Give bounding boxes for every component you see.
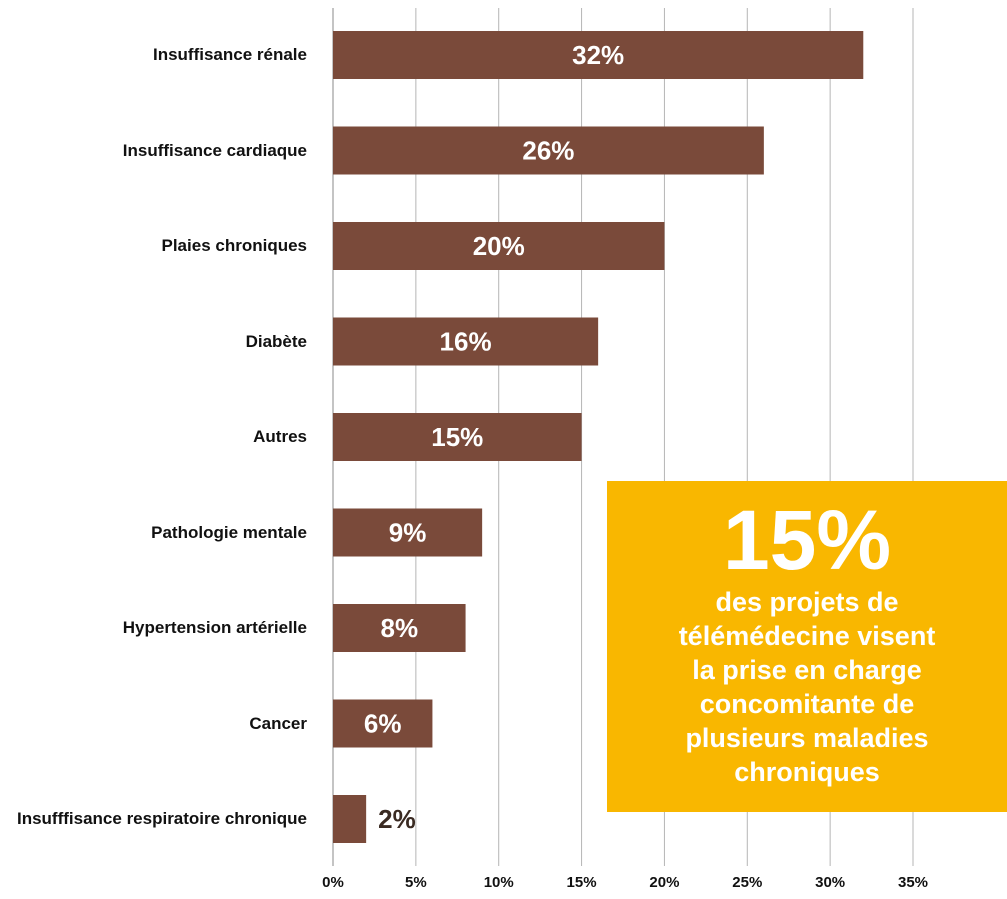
callout-line: plusieurs maladies	[685, 723, 929, 753]
x-tick-label: 5%	[405, 874, 427, 891]
bar	[333, 795, 367, 843]
value-label: 32%	[572, 40, 624, 70]
x-tick-label: 10%	[484, 874, 514, 891]
y-tick-label: Cancer	[0, 710, 307, 738]
y-tick-label: Insufffisance respiratoire chronique	[0, 805, 307, 833]
bar	[333, 604, 466, 652]
x-tick-label: 35%	[898, 874, 928, 891]
bar	[333, 126, 764, 175]
callout-text: des projets de télémédecine visent la pris…	[607, 585, 1007, 789]
y-tick-text: Plaies chroniques	[161, 236, 308, 255]
y-tick-label: Hypertension artérielle	[0, 614, 307, 642]
x-tick-label: 15%	[567, 874, 597, 891]
value-label: 6%	[364, 709, 402, 739]
y-tick-label: Diabète	[0, 328, 307, 356]
callout-headline: 15%	[722, 493, 892, 587]
value-label: 16%	[440, 327, 492, 357]
x-tick-label: 25%	[732, 874, 762, 891]
callout-line: la prise en charge	[692, 655, 922, 685]
value-label: 26%	[522, 136, 574, 166]
x-tick-label: 0%	[322, 874, 344, 891]
value-label: 15%	[431, 422, 483, 452]
value-label: 20%	[473, 231, 525, 261]
callout-box: 15% des projets de télémédecine visent la …	[607, 481, 1007, 812]
bar	[333, 222, 665, 270]
bar	[333, 317, 599, 366]
callout-line: télémédecine visent	[678, 621, 936, 651]
y-tick-text: Insuffisance rénale	[152, 45, 307, 64]
y-tick-text: Insufffisance respiratoire chronique	[16, 809, 307, 828]
x-tick-label: 30%	[815, 874, 845, 891]
bar	[333, 508, 483, 557]
y-tick-label: Plaies chroniques	[0, 232, 308, 260]
bar	[333, 31, 864, 79]
y-tick-text: Autres	[253, 427, 307, 446]
bar	[333, 413, 582, 461]
bar	[333, 699, 433, 748]
value-label: 2%	[378, 804, 416, 834]
value-label: 8%	[380, 613, 418, 643]
callout-line: chroniques	[734, 757, 880, 787]
y-tick-text: Pathologie mentale	[151, 522, 307, 542]
y-tick-label: Insuffisance rénale	[0, 41, 307, 69]
y-tick-text: Diabète	[245, 331, 307, 351]
y-tick-label: Pathologie mentale	[0, 519, 307, 547]
value-label: 9%	[389, 518, 427, 548]
callout-line: concomitante de	[699, 689, 915, 719]
y-tick-text: Hypertension artérielle	[122, 618, 307, 637]
x-tick-label: 20%	[649, 874, 679, 891]
y-tick-text: Cancer	[249, 713, 307, 733]
y-tick-label: Autres	[0, 423, 307, 451]
y-tick-text: Insuffisance cardiaque	[122, 140, 307, 160]
y-tick-label: Insuffisance cardiaque	[0, 137, 307, 165]
callout-line: des projets de	[715, 587, 899, 617]
